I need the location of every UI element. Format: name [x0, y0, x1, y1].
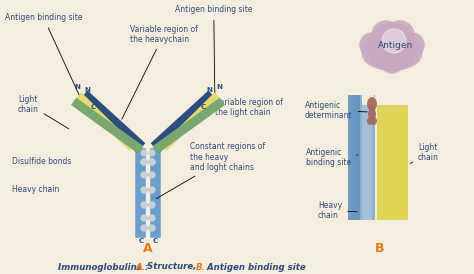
Text: Antigen binding site: Antigen binding site — [175, 5, 253, 95]
Polygon shape — [152, 98, 225, 154]
Text: A.: A. — [136, 262, 146, 272]
Circle shape — [360, 33, 384, 57]
Polygon shape — [161, 92, 220, 151]
Polygon shape — [357, 95, 358, 220]
Ellipse shape — [367, 117, 373, 125]
Text: Constant regions of
the heavy
and loght chains: Constant regions of the heavy and loght … — [156, 142, 265, 199]
Polygon shape — [377, 105, 408, 220]
Circle shape — [370, 45, 394, 69]
Text: N: N — [216, 84, 222, 90]
Text: Heavy
chain: Heavy chain — [318, 201, 357, 220]
Text: B: B — [375, 242, 385, 255]
Circle shape — [382, 29, 406, 53]
Ellipse shape — [368, 108, 376, 120]
Polygon shape — [362, 90, 372, 220]
Circle shape — [386, 21, 414, 49]
Circle shape — [149, 187, 155, 193]
Circle shape — [390, 45, 414, 69]
Polygon shape — [348, 95, 375, 220]
Text: Antigenic
determinant: Antigenic determinant — [305, 101, 367, 120]
Circle shape — [149, 159, 155, 165]
Polygon shape — [71, 98, 144, 154]
Text: Immunoglobulins :: Immunoglobulins : — [58, 262, 151, 272]
Circle shape — [141, 187, 147, 193]
Circle shape — [149, 150, 155, 156]
Text: N: N — [84, 87, 90, 93]
Polygon shape — [362, 90, 377, 105]
Text: C: C — [153, 238, 157, 244]
Text: Antigen: Antigen — [378, 41, 414, 50]
Ellipse shape — [367, 97, 377, 111]
Text: C: C — [138, 238, 144, 244]
Polygon shape — [351, 95, 353, 220]
Text: Light
chain: Light chain — [410, 142, 439, 164]
Ellipse shape — [371, 117, 377, 125]
Polygon shape — [358, 95, 360, 220]
Text: C: C — [200, 104, 205, 110]
Polygon shape — [135, 148, 146, 238]
Circle shape — [141, 225, 147, 231]
Polygon shape — [356, 95, 357, 220]
Text: N: N — [74, 84, 80, 90]
Polygon shape — [76, 92, 135, 151]
Polygon shape — [151, 90, 217, 153]
Circle shape — [362, 35, 394, 67]
Circle shape — [141, 159, 147, 165]
Text: Disulfide bonds: Disulfide bonds — [12, 158, 72, 167]
Text: Variable region of
the heavychain: Variable region of the heavychain — [122, 25, 198, 119]
Text: C: C — [91, 104, 96, 110]
Text: Antigen binding site: Antigen binding site — [204, 262, 306, 272]
Circle shape — [149, 159, 155, 165]
Text: Structure,: Structure, — [144, 262, 202, 272]
Text: Variable region of
the light chain: Variable region of the light chain — [203, 98, 283, 117]
Polygon shape — [79, 90, 146, 153]
Text: Antigenic
binding site: Antigenic binding site — [306, 148, 358, 167]
Circle shape — [149, 225, 155, 231]
Polygon shape — [348, 95, 349, 220]
Polygon shape — [354, 95, 356, 220]
Circle shape — [141, 215, 147, 221]
Polygon shape — [353, 95, 354, 220]
Circle shape — [149, 215, 155, 221]
Circle shape — [372, 21, 400, 49]
Circle shape — [368, 23, 416, 71]
Circle shape — [141, 202, 147, 208]
Circle shape — [149, 172, 155, 178]
Text: Antigen binding site: Antigen binding site — [5, 13, 82, 95]
Polygon shape — [150, 148, 161, 238]
Text: N: N — [206, 87, 212, 93]
Circle shape — [149, 202, 155, 208]
Text: Heavy chain: Heavy chain — [12, 185, 59, 195]
Text: B.: B. — [196, 262, 206, 272]
Circle shape — [141, 150, 147, 156]
Circle shape — [141, 159, 147, 165]
Polygon shape — [349, 95, 351, 220]
Circle shape — [141, 172, 147, 178]
Circle shape — [380, 49, 404, 73]
Circle shape — [390, 35, 422, 67]
Circle shape — [400, 33, 424, 57]
Text: Light
chain: Light chain — [18, 95, 69, 129]
Text: A: A — [143, 242, 153, 255]
